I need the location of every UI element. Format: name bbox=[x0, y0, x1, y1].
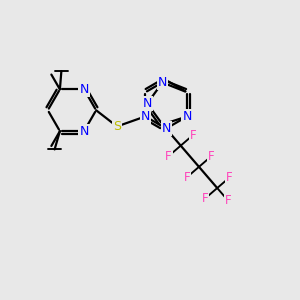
Text: N: N bbox=[158, 76, 167, 89]
Text: F: F bbox=[226, 171, 233, 184]
Text: N: N bbox=[182, 110, 192, 123]
Text: N: N bbox=[142, 97, 152, 110]
Text: F: F bbox=[224, 194, 231, 207]
Text: F: F bbox=[202, 192, 208, 205]
Text: N: N bbox=[80, 83, 89, 96]
Text: F: F bbox=[190, 129, 196, 142]
Text: N: N bbox=[80, 125, 89, 138]
Text: F: F bbox=[183, 171, 190, 184]
Text: F: F bbox=[165, 150, 172, 163]
Text: S: S bbox=[113, 120, 121, 133]
Text: N: N bbox=[161, 122, 171, 135]
Text: N: N bbox=[141, 110, 150, 123]
Text: F: F bbox=[208, 150, 214, 163]
